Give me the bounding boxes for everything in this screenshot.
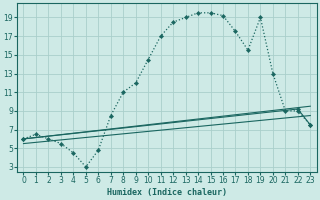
X-axis label: Humidex (Indice chaleur): Humidex (Indice chaleur): [107, 188, 227, 197]
